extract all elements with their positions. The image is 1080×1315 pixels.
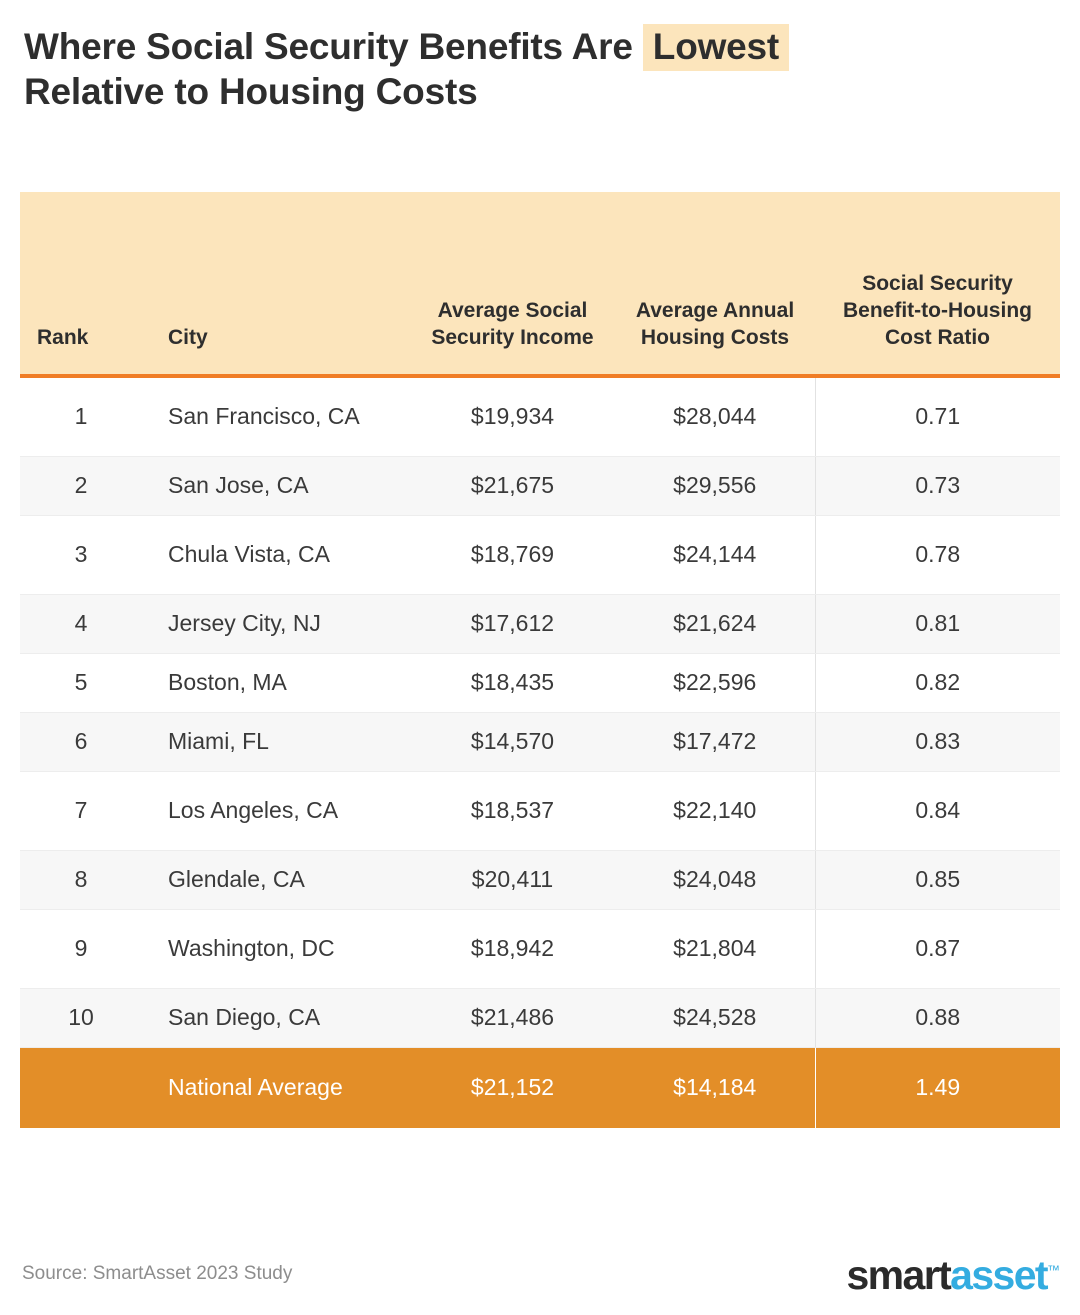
cell-housing: $28,044 [615, 378, 815, 457]
column-header-city: City [150, 192, 410, 374]
cell-housing: $21,624 [615, 594, 815, 654]
cell-rank: 7 [20, 771, 150, 851]
cell-income: $14,570 [410, 712, 615, 772]
cell-income: $18,537 [410, 771, 615, 851]
column-header-housing: Average Annual Housing Costs [615, 192, 815, 374]
cell-rank: 10 [20, 988, 150, 1048]
table-row: 5 Boston, MA $18,435 $22,596 0.82 [20, 653, 1060, 713]
table-row: 9 Washington, DC $18,942 $21,804 0.87 [20, 909, 1060, 989]
cell-city: San Jose, CA [150, 456, 410, 516]
cell-income: $18,769 [410, 515, 615, 595]
table-row: 3 Chula Vista, CA $18,769 $24,144 0.78 [20, 515, 1060, 595]
header-row: Rank City Average Social Security Income… [20, 192, 1060, 374]
table-head: Rank City Average Social Security Income… [20, 192, 1060, 378]
cell-ratio: 0.71 [814, 378, 1060, 457]
cell-city: Washington, DC [150, 909, 410, 989]
ranking-table-wrap: Rank City Average Social Security Income… [20, 192, 1060, 1128]
table-row: 8 Glendale, CA $20,411 $24,048 0.85 [20, 850, 1060, 910]
cell-income: $19,934 [410, 378, 615, 457]
header-rule [20, 374, 1060, 378]
cell-housing: $22,140 [615, 771, 815, 851]
title-text-line2: Relative to Housing Costs [24, 71, 478, 113]
cell-income: $21,486 [410, 988, 615, 1048]
cell-housing: $17,472 [615, 712, 815, 772]
cell-rank: 5 [20, 653, 150, 713]
column-header-income: Average Social Security Income [410, 192, 615, 374]
cell-rank: 6 [20, 712, 150, 772]
cell-city: National Average [150, 1047, 410, 1128]
cell-income: $21,152 [410, 1047, 615, 1128]
cell-income: $18,942 [410, 909, 615, 989]
table-body: 1 San Francisco, CA $19,934 $28,044 0.71… [20, 378, 1060, 1128]
cell-rank [20, 1047, 150, 1128]
table-row: 1 San Francisco, CA $19,934 $28,044 0.71 [20, 378, 1060, 457]
cell-ratio: 0.82 [814, 653, 1060, 713]
smartasset-logo: smartasset™ [846, 1255, 1060, 1296]
cell-city: Los Angeles, CA [150, 771, 410, 851]
cell-city: Chula Vista, CA [150, 515, 410, 595]
cell-city: San Francisco, CA [150, 378, 410, 457]
cell-housing: $24,048 [615, 850, 815, 910]
cell-income: $17,612 [410, 594, 615, 654]
title-block: Where Social Security Benefits Are Lowes… [0, 0, 1080, 114]
cell-rank: 9 [20, 909, 150, 989]
cell-ratio: 0.84 [814, 771, 1060, 851]
title-text-lead: Where Social Security Benefits Are [24, 26, 643, 67]
cell-housing: $14,184 [615, 1047, 815, 1128]
cell-city: Glendale, CA [150, 850, 410, 910]
cell-ratio: 0.78 [814, 515, 1060, 595]
cell-ratio: 1.49 [814, 1047, 1060, 1128]
cell-rank: 1 [20, 378, 150, 457]
table-row: 10 San Diego, CA $21,486 $24,528 0.88 [20, 988, 1060, 1048]
trademark-icon: ™ [1047, 1262, 1060, 1278]
cell-housing: $24,144 [615, 515, 815, 595]
cell-housing: $22,596 [615, 653, 815, 713]
cell-rank: 4 [20, 594, 150, 654]
cell-ratio: 0.87 [814, 909, 1060, 989]
table-row: 7 Los Angeles, CA $18,537 $22,140 0.84 [20, 771, 1060, 851]
cell-ratio: 0.81 [814, 594, 1060, 654]
national-average-row: National Average $21,152 $14,184 1.49 [20, 1047, 1060, 1128]
cell-income: $20,411 [410, 850, 615, 910]
cell-housing: $24,528 [615, 988, 815, 1048]
header-rule-bar [20, 374, 1060, 378]
title-highlight: Lowest [642, 24, 790, 71]
cell-ratio: 0.83 [814, 712, 1060, 772]
table-row: 4 Jersey City, NJ $17,612 $21,624 0.81 [20, 594, 1060, 654]
cell-income: $18,435 [410, 653, 615, 713]
cell-city: Jersey City, NJ [150, 594, 410, 654]
cell-ratio: 0.88 [814, 988, 1060, 1048]
source-note: Source: SmartAsset 2023 Study [22, 1263, 293, 1284]
cell-income: $21,675 [410, 456, 615, 516]
cell-ratio: 0.85 [814, 850, 1060, 910]
logo-text-smart: smart [846, 1252, 951, 1298]
ranking-table: Rank City Average Social Security Income… [20, 192, 1060, 1128]
table-row: 2 San Jose, CA $21,675 $29,556 0.73 [20, 456, 1060, 516]
cell-ratio: 0.73 [814, 456, 1060, 516]
column-header-rank: Rank [20, 192, 150, 374]
cell-rank: 8 [20, 850, 150, 910]
cell-city: San Diego, CA [150, 988, 410, 1048]
table-row: 6 Miami, FL $14,570 $17,472 0.83 [20, 712, 1060, 772]
page-title: Where Social Security Benefits Are Lowes… [24, 24, 1024, 114]
cell-housing: $29,556 [615, 456, 815, 516]
cell-rank: 3 [20, 515, 150, 595]
column-header-ratio: Social Security Benefit-to-Housing Cost … [815, 192, 1060, 374]
cell-city: Boston, MA [150, 653, 410, 713]
cell-rank: 2 [20, 456, 150, 516]
cell-housing: $21,804 [615, 909, 815, 989]
logo-text-asset: asset [950, 1252, 1048, 1298]
cell-city: Miami, FL [150, 712, 410, 772]
footer: Source: SmartAsset 2023 Study smartasset… [0, 1255, 1080, 1315]
